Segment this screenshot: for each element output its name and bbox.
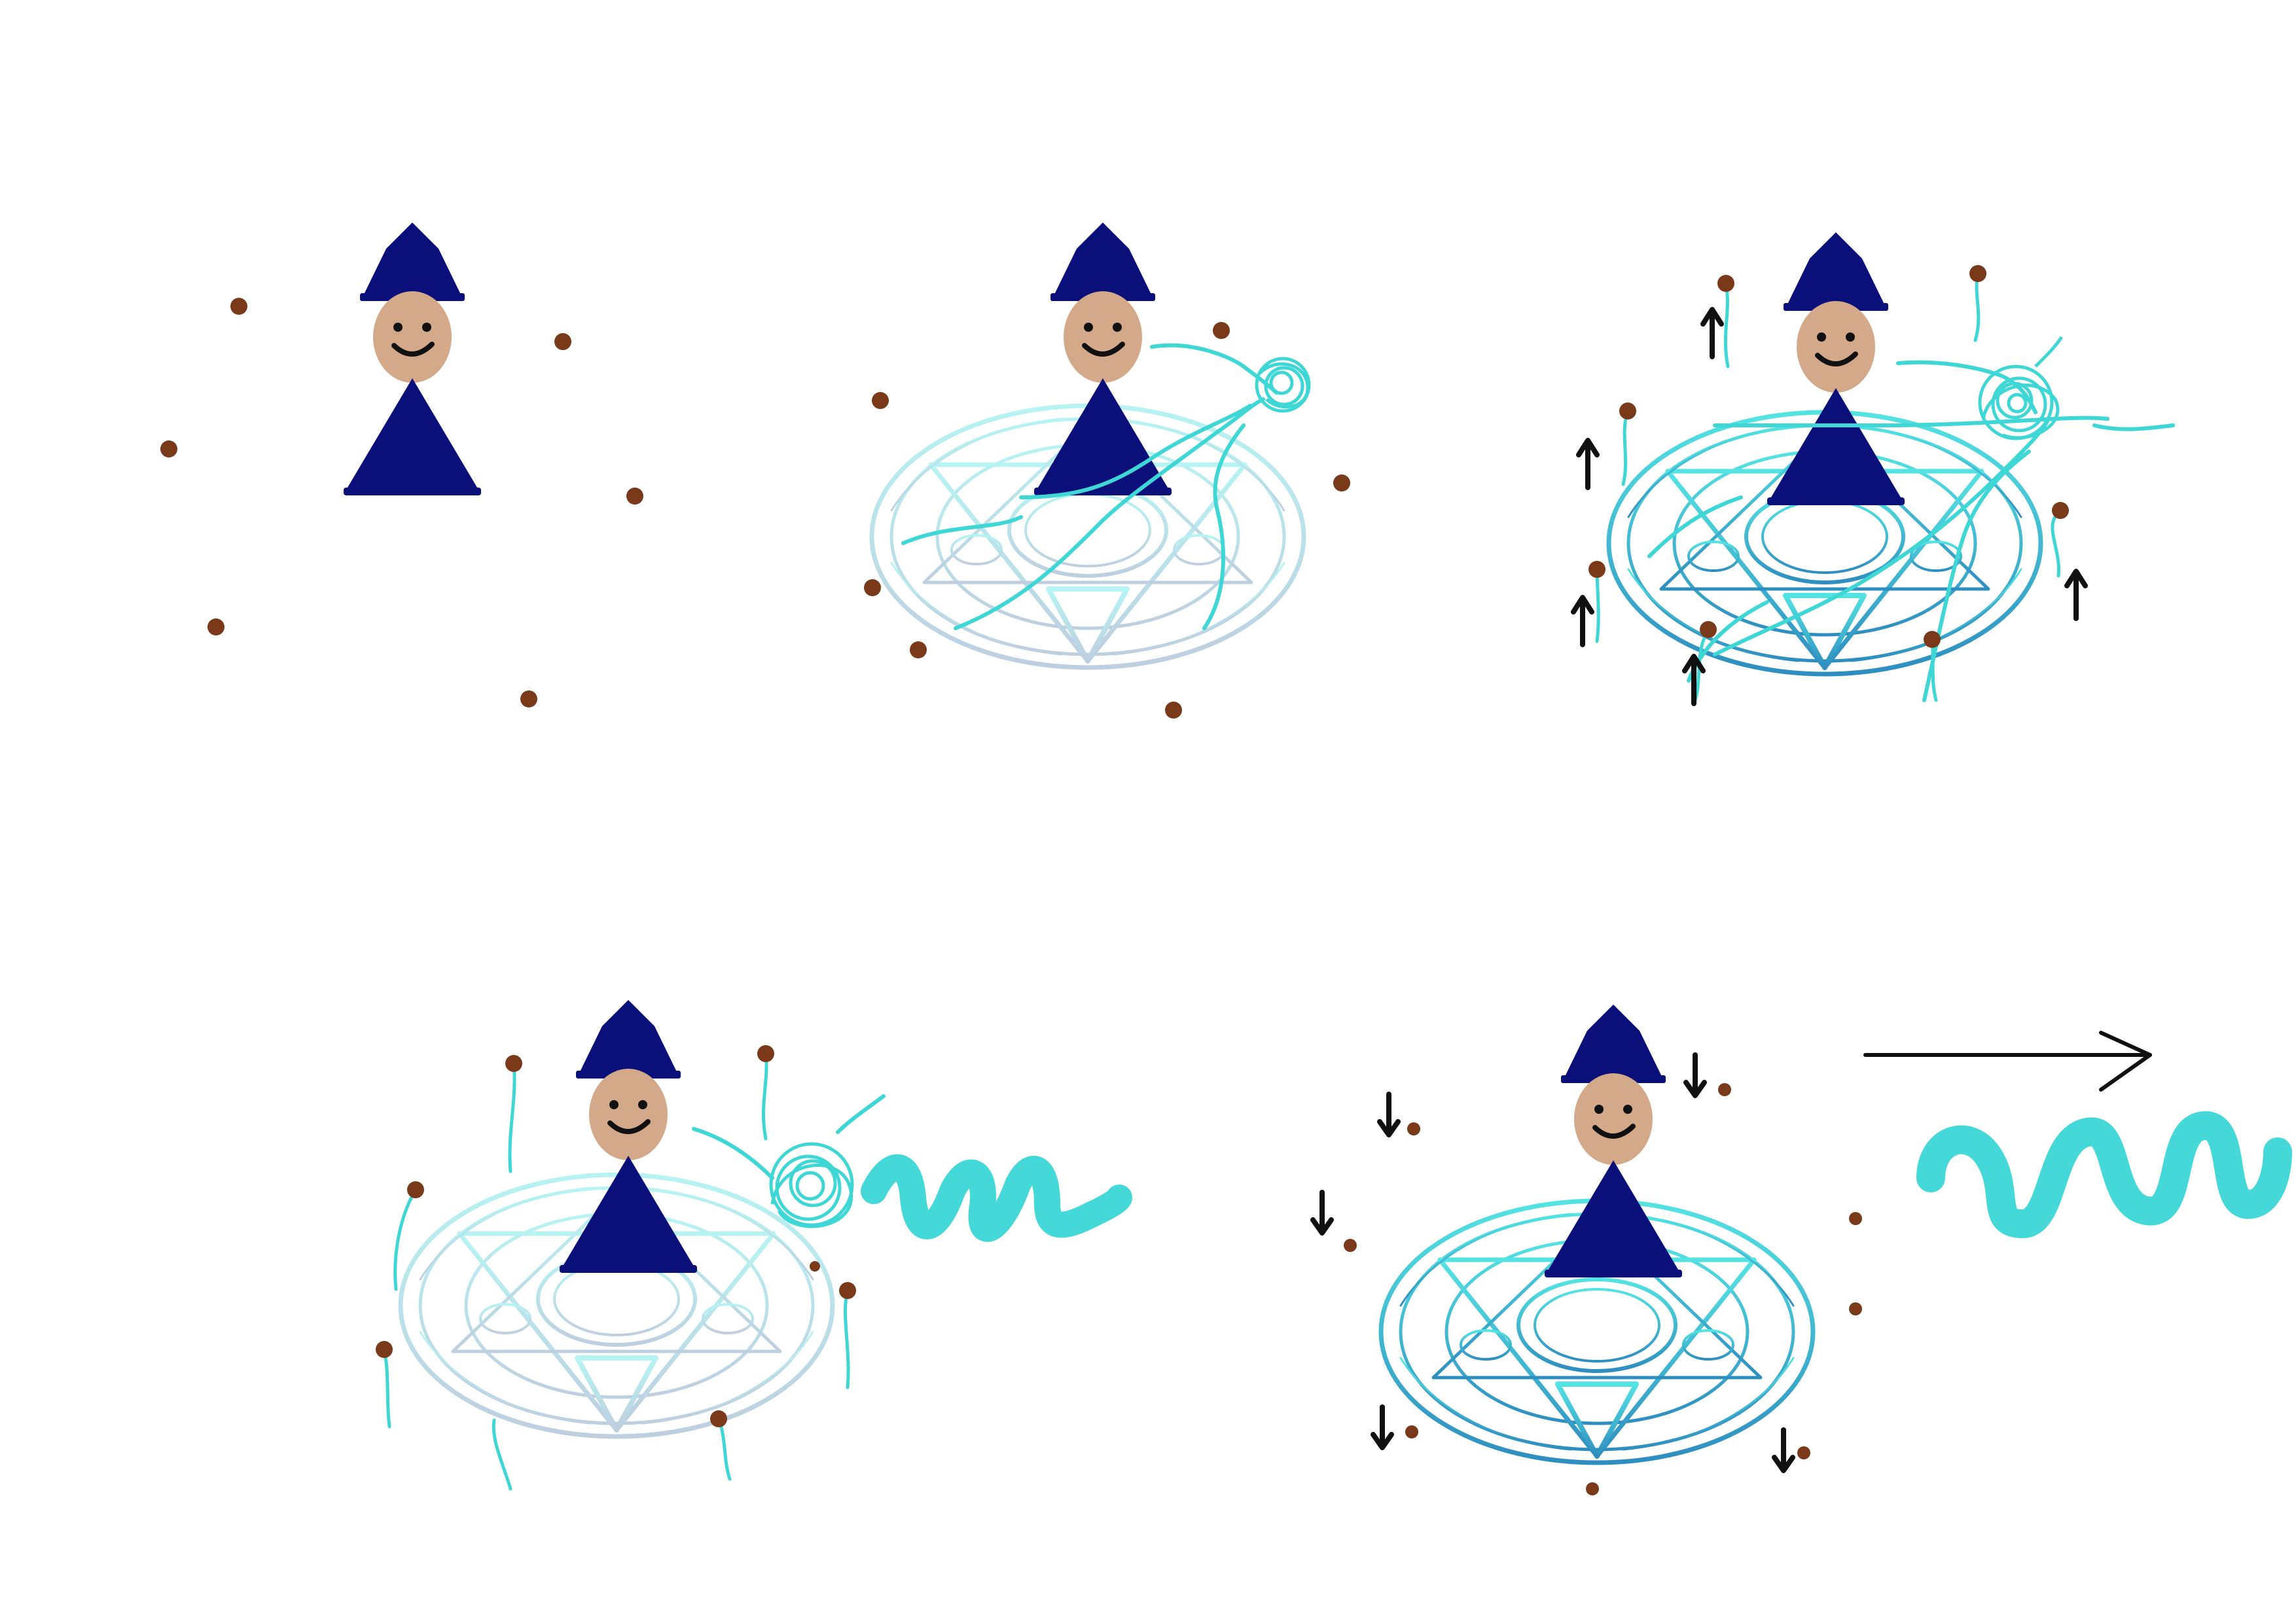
panel-stage-1 bbox=[160, 223, 643, 707]
particle bbox=[230, 298, 247, 315]
up-arrow-icon bbox=[1573, 597, 1592, 645]
particle bbox=[1849, 1212, 1862, 1225]
particle bbox=[1165, 702, 1182, 719]
particle bbox=[910, 641, 927, 658]
particles bbox=[864, 322, 1350, 719]
particle bbox=[407, 1181, 424, 1198]
particles bbox=[160, 298, 643, 707]
particles bbox=[1344, 1083, 1862, 1495]
particle bbox=[1849, 1302, 1862, 1315]
magic-strands bbox=[1647, 360, 2175, 702]
particle bbox=[554, 333, 571, 350]
particle bbox=[1407, 1122, 1420, 1135]
particle bbox=[160, 440, 177, 457]
down-arrow-icon bbox=[1686, 1055, 1704, 1096]
particle bbox=[376, 1341, 393, 1358]
wizard-figure bbox=[344, 223, 481, 495]
magic-strands bbox=[901, 343, 1278, 630]
wizard-figure bbox=[1767, 232, 1905, 505]
wizard-figure bbox=[1545, 1005, 1682, 1277]
down-arrow-icon bbox=[1380, 1094, 1398, 1135]
particle bbox=[1213, 322, 1230, 339]
particle bbox=[1924, 631, 1941, 648]
particle bbox=[757, 1045, 774, 1062]
spell-orb bbox=[1978, 336, 2064, 440]
particle bbox=[1619, 402, 1636, 419]
particle bbox=[1717, 275, 1734, 292]
magic-strands bbox=[692, 1094, 886, 1180]
particle bbox=[1969, 265, 1986, 282]
particle bbox=[1586, 1482, 1599, 1495]
particle bbox=[1797, 1446, 1810, 1459]
particle bbox=[710, 1410, 727, 1427]
panel-stage-3 bbox=[1573, 232, 2175, 704]
particle bbox=[2052, 502, 2069, 519]
particle bbox=[520, 690, 537, 707]
down-arrow-icon bbox=[1774, 1430, 1793, 1471]
particle bbox=[505, 1055, 522, 1072]
particle bbox=[1405, 1425, 1418, 1438]
up-arrow-icon bbox=[1703, 310, 1721, 357]
down-arrow-icon bbox=[1373, 1407, 1391, 1448]
down-arrow-icon bbox=[1313, 1192, 1331, 1233]
particle bbox=[1718, 1083, 1731, 1096]
panel-stage-4 bbox=[376, 1000, 1132, 1491]
up-arrow-icon bbox=[2067, 571, 2085, 618]
particle bbox=[1333, 474, 1350, 491]
water-wave bbox=[861, 1154, 1132, 1242]
water-wave bbox=[1916, 1111, 2292, 1238]
particle bbox=[810, 1261, 820, 1272]
particle bbox=[839, 1282, 856, 1299]
particles bbox=[376, 1045, 856, 1427]
particle bbox=[1588, 561, 1605, 578]
panel-stage-5 bbox=[1313, 1005, 2292, 1495]
spell-orb bbox=[769, 1142, 854, 1228]
particle bbox=[872, 392, 889, 409]
right-arrow-icon bbox=[1863, 1031, 2152, 1092]
particle bbox=[864, 579, 881, 596]
particle bbox=[1700, 621, 1717, 638]
up-arrow-icon bbox=[1579, 440, 1597, 488]
panel-stage-2 bbox=[864, 223, 1350, 719]
particle bbox=[207, 618, 224, 635]
particle bbox=[626, 488, 643, 505]
particles bbox=[1588, 265, 2069, 648]
particle bbox=[1344, 1239, 1357, 1252]
spell-orb bbox=[1255, 357, 1311, 413]
